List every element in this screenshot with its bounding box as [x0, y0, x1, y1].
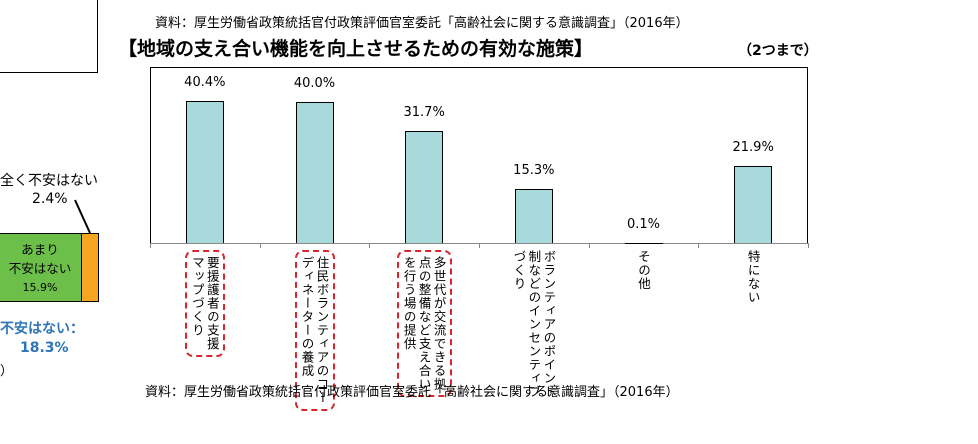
prior-chart-box [0, 0, 98, 73]
category-label: 特にない [745, 250, 761, 304]
bar [624, 242, 663, 244]
bar [405, 131, 444, 243]
bar [734, 165, 773, 243]
segment-pct: 15.9% [22, 281, 58, 294]
none-label: 全く不安はない [0, 173, 98, 189]
x-tick [150, 243, 151, 248]
x-tick [588, 243, 590, 248]
category-label: 要援護者の支援 マップづくり [184, 250, 225, 357]
chart-note: （2つまで） [738, 43, 818, 59]
category-label: ボランティアのポイント 制などのインセンティブ づくり [511, 250, 557, 399]
data-label: 0.1% [626, 216, 661, 232]
x-tick [259, 243, 261, 248]
source-top: 資料：厚生労働省政策統括官付政策評価官室委託「高齢社会に関する意識調査」（201… [155, 16, 689, 31]
category-label: 多世代が交流できる拠 点の整備など支え合い を行う場の提供 [396, 250, 452, 397]
segment-label: 不安はない [8, 261, 72, 276]
data-label: 40.0% [293, 76, 336, 92]
x-tick [369, 243, 371, 248]
category-label: 住民ボランティアのコー ディネーターの養成 [294, 250, 335, 411]
x-tick [479, 243, 480, 248]
stack-segment-green: あまり 不安はない 15.9% [0, 233, 82, 302]
paren: ） [0, 364, 14, 379]
bar [514, 189, 553, 243]
summary-label: 不安はない： [0, 321, 84, 337]
summary-pct: 18.3% [20, 340, 69, 356]
category-label: その他 [636, 250, 651, 291]
data-label: 21.9% [732, 139, 774, 155]
data-label: 15.3% [513, 163, 555, 179]
source-bottom: 資料：厚生労働省政策統括官付政策評価官室委託「高齢社会に関する意識調査」（201… [145, 385, 679, 400]
plot-frame [150, 67, 808, 243]
x-tick [698, 243, 700, 248]
x-tick [808, 243, 809, 248]
segment-label: あまり [21, 242, 59, 257]
chart-title: 【地域の支え合い機能を向上させるための有効な施策】 [118, 38, 594, 60]
stack-segment-orange [82, 233, 99, 302]
data-label: 31.7% [403, 105, 445, 121]
none-pct: 2.4% [32, 191, 68, 207]
bar [295, 102, 334, 243]
data-label: 40.4% [184, 74, 226, 90]
bar [185, 100, 224, 243]
leader-line [74, 199, 91, 234]
